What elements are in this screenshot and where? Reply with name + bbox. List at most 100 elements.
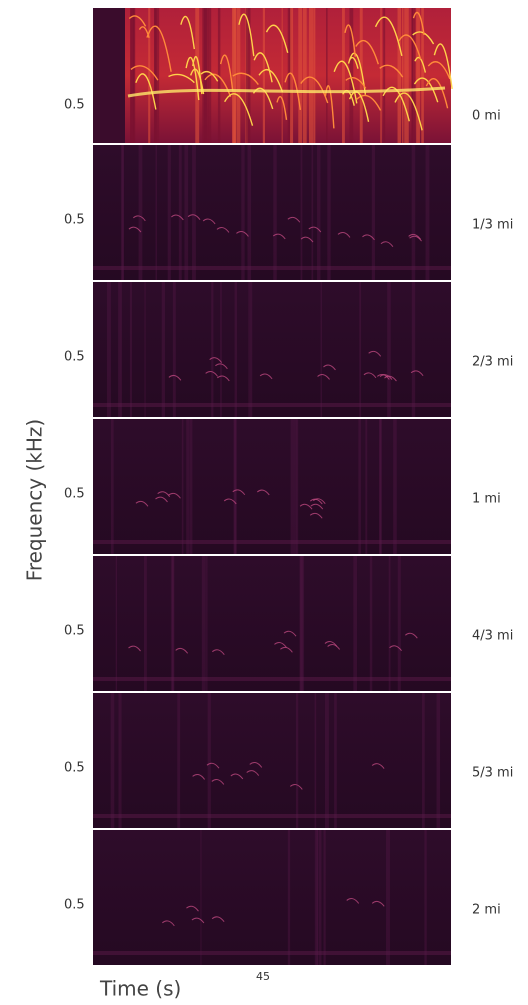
distance-label: 0 mi [472,109,501,124]
vertical-streak [326,8,328,143]
spectrogram-background [93,556,451,691]
call-trace [205,370,219,377]
call-trace [180,15,196,50]
vertical-streak [411,8,416,143]
vertical-streak [302,8,307,143]
vertical-streak [334,693,337,828]
vertical-streak [309,8,314,143]
vertical-streak [371,145,375,280]
distance-label: 1 mi [472,492,501,507]
vertical-streak [369,556,373,691]
vertical-streak [317,145,321,280]
call-trace [276,96,288,120]
call-trace [284,72,302,110]
vertical-streak [206,556,208,691]
call-trace [323,364,336,371]
vertical-streak [106,282,111,417]
call-trace [287,216,301,223]
vertical-streak [422,693,425,828]
vertical-streak [358,419,361,554]
vertical-streak [177,693,181,828]
vertical-streak [411,145,416,280]
call-trace [246,770,260,776]
vertical-streak [359,8,363,143]
call-trace [346,898,360,904]
y-tick-label: 0.5 [64,761,85,776]
vertical-streak [388,556,391,691]
vertical-streak [186,419,190,554]
call-trace [192,773,206,780]
call-trace [249,761,263,768]
call-trace [256,489,270,496]
vertical-streak [133,8,136,143]
vertical-streak [115,556,118,691]
vertical-streak [234,282,238,417]
vertical-streak [416,8,420,143]
spectrogram: 0.5 4/3 mi [64,556,513,691]
call-trace [410,370,424,377]
spectrogram: 0.5 1 mi [64,419,501,554]
call-trace [202,218,216,225]
call-trace [309,498,323,505]
call-trace [274,642,287,648]
low-noise-band [93,951,451,955]
distance-label: 2 mi [472,903,501,918]
call-trace [253,52,273,83]
spectrogram-background [93,693,451,828]
distance-label: 4/3 mi [472,629,513,644]
vertical-streak [290,419,295,554]
vertical-streak [387,282,391,417]
call-trace [356,94,382,111]
call-trace [146,25,172,72]
vertical-streak [172,282,176,417]
call-trace [371,763,385,769]
vertical-streak [184,145,189,280]
call-trace [413,77,439,103]
call-trace [191,917,205,924]
call-trace [162,920,175,927]
vertical-streak [294,419,297,554]
vertical-streak [249,282,253,417]
vertical-streak [404,8,409,143]
call-trace [168,374,182,381]
vertical-streak [120,145,125,280]
vertical-streak [178,145,182,280]
spectrogram: 0.5 1/3 mi [64,145,513,280]
vertical-streak [189,419,193,554]
spectrogram-background [93,282,451,417]
call-trace [362,234,375,241]
vertical-streak [323,830,326,965]
vertical-streak [203,8,209,143]
call-trace [135,73,157,110]
call-trace [427,61,451,80]
spectrogram-background [93,419,451,554]
call-trace [215,363,228,370]
call-trace [327,644,341,650]
vertical-streak [300,145,303,280]
vertical-streak [290,8,294,143]
x-axis-label: Time (s) [99,977,181,1001]
vertical-streak [170,556,174,691]
y-tick-label: 0.5 [64,350,85,365]
call-trace [211,779,225,785]
call-trace [232,72,259,85]
call-trace [259,373,273,380]
call-trace [238,13,255,57]
call-trace [394,92,423,131]
vertical-streak [217,8,221,143]
vertical-streak [247,145,252,280]
vertical-streak [122,145,124,280]
call-trace [404,632,418,639]
vertical-streak [316,830,318,965]
call-trace [408,233,422,240]
vertical-streak [402,8,404,143]
call-trace [224,93,254,126]
call-trace [132,215,146,222]
call-trace [168,492,181,499]
call-trace [389,645,402,652]
call-trace [175,647,189,654]
spectrogram: 0.5 5/3 mi [64,693,513,828]
call-trace [409,235,422,242]
call-trace [374,16,403,57]
call-trace [206,762,220,769]
